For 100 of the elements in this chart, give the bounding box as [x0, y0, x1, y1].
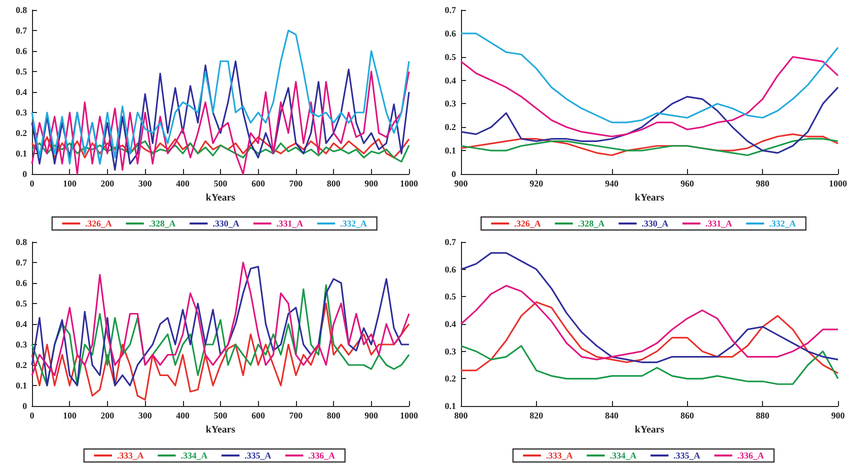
y-tick-label: 0.7 — [16, 258, 28, 268]
legend-label: .332_A — [340, 218, 368, 228]
x-tick-label: 1000 — [400, 410, 418, 420]
line-series — [460, 252, 839, 364]
x-tick-label: 900 — [364, 178, 379, 188]
y-tick-label: 0.3 — [16, 340, 28, 350]
legend-label: .326_A — [514, 218, 542, 228]
y-tick-label: 0.7 — [444, 237, 456, 247]
x-tick-label: 880 — [756, 410, 770, 420]
x-tick-label: 700 — [289, 178, 304, 188]
legend-label: .331_A — [276, 218, 304, 228]
y-tick-label: 0.2 — [444, 122, 456, 132]
y-tick-label: 0.7 — [16, 26, 28, 36]
y-tick-label: 0.8 — [16, 237, 28, 247]
x-tick-label: 0 — [30, 178, 35, 188]
legend-label: .335_A — [244, 450, 272, 460]
y-tick-label: 0.3 — [444, 98, 456, 109]
y-tick-label: 0.3 — [16, 108, 28, 118]
x-tick-label: 960 — [680, 178, 694, 188]
x-tick-label: 800 — [326, 410, 341, 420]
legend-label: .336_A — [308, 450, 336, 460]
x-tick-label: 600 — [251, 178, 266, 188]
line-series — [460, 138, 839, 156]
x-tick-label: 940 — [605, 178, 620, 188]
x-tick-label: 980 — [756, 178, 770, 188]
x-tick-label: 500 — [214, 178, 228, 188]
x-tick-label: 800 — [454, 410, 468, 420]
x-tick-label: 500 — [214, 410, 228, 420]
legend-label: .332_A — [769, 218, 796, 228]
legend-label: .328_A — [578, 218, 606, 228]
y-tick-label: 0.6 — [444, 264, 456, 274]
x-tick-label: 1000 — [829, 178, 848, 188]
x-tick-label: 1000 — [400, 178, 418, 188]
x-tick-label: 300 — [138, 178, 152, 188]
legend-label: .334_A — [610, 450, 637, 460]
x-tick-label: 920 — [530, 178, 544, 188]
x-tick-label: 200 — [100, 410, 115, 420]
line-series — [31, 284, 410, 386]
line-series — [31, 136, 410, 158]
x-tick-label: 900 — [454, 178, 468, 188]
y-tick-label: 0.5 — [444, 52, 456, 62]
line-series — [460, 56, 839, 138]
legend-label: .334_A — [180, 450, 208, 460]
y-tick-label: 0.4 — [16, 87, 28, 97]
x-tick-label: 800 — [326, 178, 341, 188]
x-tick-label: 600 — [251, 410, 266, 420]
legend-label: .333_A — [117, 450, 144, 460]
x-tick-label: 900 — [831, 410, 846, 420]
x-tick-label: 900 — [364, 410, 379, 420]
y-tick-label: 0.3 — [444, 346, 456, 356]
y-tick-label: 0 — [22, 169, 28, 179]
y-tick-label: 0.5 — [16, 298, 28, 308]
y-tick-label: 0.4 — [16, 319, 28, 329]
x-tick-label: 860 — [680, 410, 694, 420]
y-tick-label: 0 — [452, 169, 456, 179]
x-tick-label: 200 — [100, 178, 115, 188]
legend-label: .326_A — [85, 218, 112, 228]
line-series — [31, 140, 410, 162]
line-series — [31, 302, 410, 401]
x-tick-label: 100 — [62, 178, 77, 188]
y-tick-label: 0.4 — [444, 319, 456, 329]
y-tick-label: 0.6 — [444, 28, 456, 38]
line-series — [460, 86, 839, 154]
y-tick-label: 0.4 — [444, 75, 456, 86]
y-tick-label: 0.5 — [444, 292, 456, 302]
x-axis-title: kYears — [634, 424, 664, 436]
line-series — [460, 32, 839, 124]
legend-label: .330_A — [212, 218, 240, 228]
x-tick-label: 840 — [605, 410, 620, 420]
x-tick-label: 400 — [176, 178, 190, 188]
y-tick-label: 0.2 — [16, 128, 28, 138]
x-tick-label: 400 — [176, 410, 190, 420]
y-tick-label: 0.7 — [444, 5, 456, 15]
x-tick-label: 820 — [530, 410, 544, 420]
legend-label: .333_A — [546, 450, 574, 460]
y-tick-label: 0.8 — [16, 5, 28, 15]
x-axis-title: kYears — [206, 424, 236, 436]
y-tick-label: 0.6 — [16, 278, 28, 288]
line-series — [460, 301, 839, 374]
legend-label: .335_A — [674, 450, 701, 460]
x-axis-title: kYears — [206, 192, 236, 204]
x-tick-label: 700 — [289, 410, 304, 420]
y-tick-label: 0.5 — [16, 66, 28, 76]
x-tick-label: 100 — [62, 410, 77, 420]
legend-label: .330_A — [642, 218, 669, 228]
legend-label: .328_A — [148, 218, 176, 228]
line-series — [460, 284, 839, 360]
y-tick-label: 0.6 — [16, 46, 28, 56]
line-series — [31, 30, 410, 165]
y-tick-label: 0 — [22, 401, 28, 411]
legend-label: .331_A — [705, 218, 733, 228]
x-tick-label: 0 — [30, 410, 35, 420]
line-series — [460, 345, 839, 385]
y-tick-label: 0.1 — [444, 401, 456, 411]
y-tick-label: 0.1 — [16, 380, 28, 390]
legend-label: .336_A — [737, 450, 764, 460]
y-tick-label: 0.1 — [16, 148, 28, 158]
y-tick-label: 0.1 — [444, 146, 456, 156]
x-tick-label: 300 — [138, 410, 152, 420]
y-tick-label: 0.2 — [444, 374, 456, 384]
